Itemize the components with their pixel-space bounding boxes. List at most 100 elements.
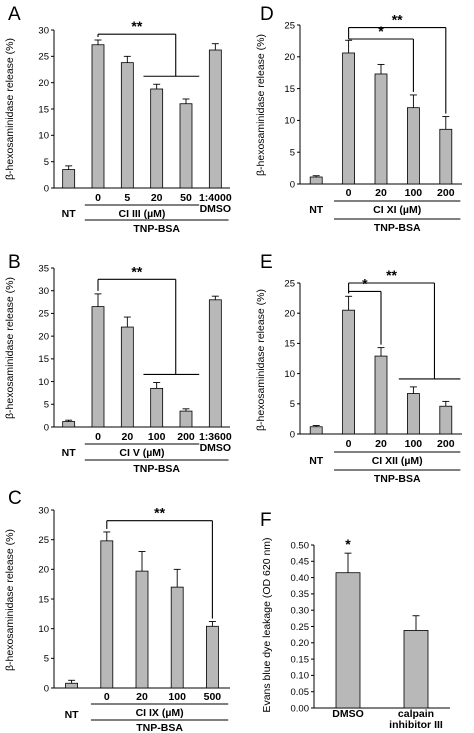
panel-d-ytick-label: 25 [284, 20, 295, 31]
panel-e-category-label: 20 [375, 438, 387, 450]
panel-e-bar-4 [439, 405, 453, 435]
panel-f-ytick-label: 0.35 [291, 589, 310, 600]
panel-b-category-label-line: 1:3600 [199, 431, 232, 443]
panel-c-category-label: 20 [136, 691, 148, 703]
panel-c-ytick-label: 10 [38, 624, 49, 635]
panel-b-ytick-label: 20 [38, 331, 49, 342]
panel-a-bar-1 [91, 44, 105, 189]
panel-a-bar-3 [150, 88, 164, 189]
panel-b-category-label-line: DMSO [200, 442, 232, 454]
panel-e-ytick-label: 20 [284, 309, 295, 320]
panel-d: D 0 5 10 15 20 25 β-hexosaminidase release (%) 0… [255, 4, 462, 234]
panel-a-ytick-label: 30 [38, 25, 49, 36]
panel-a-category-label: 50 [180, 192, 192, 204]
panel-b-ytick-label: 15 [38, 354, 49, 365]
panel-a-nt-label: NT [62, 208, 77, 220]
panel-d-category-label: 0 [346, 187, 352, 199]
panel-e-bar-2 [374, 355, 388, 435]
panel-c-ytick-label: 15 [38, 594, 49, 605]
panel-a-bar-5 [208, 49, 222, 189]
panel-a-ytick-label: 10 [38, 131, 49, 142]
panel-a-ytick-label: 20 [38, 78, 49, 89]
panel-f-ytick-label: 0.30 [291, 606, 310, 617]
panel-d-sig-label-1: * [378, 23, 384, 39]
panel-b-ytick-label: 35 [38, 263, 49, 274]
panel-d-bar-0 [309, 176, 323, 185]
panel-f-ytick-label: 0.20 [291, 638, 310, 649]
panel-c-ytick-label: 0 [44, 683, 49, 694]
panel-f-category-label: calpain inhibitor III [389, 708, 443, 731]
panel-f-bar-0 [335, 572, 361, 709]
panel-a-bar-2 [120, 62, 134, 189]
panel-c-category-label: 500 [204, 691, 222, 703]
panel-c-bar-1 [100, 540, 114, 689]
panel-d-inhibitor-label: CI XI (µM) [373, 204, 421, 216]
panel-c-inhibitor-label: CI IX (µM) [136, 707, 184, 719]
panel-e-inhibitor-label: CI XII (µM) [372, 455, 423, 467]
panel-c-nt-label: NT [65, 709, 80, 721]
panel-f-ytick-label: 0.15 [291, 654, 310, 665]
panel-b-ytick-label: 10 [38, 377, 49, 388]
panel-b-category-label: 1:3600 DMSO [199, 431, 232, 454]
panel-f-label: F [260, 510, 272, 531]
panel-d-nt-label: NT [309, 204, 324, 216]
panel-a: A 0 5 10 15 20 25 30 β-hexosaminidase release (%… [4, 4, 232, 235]
panel-e-bar-3 [406, 393, 420, 435]
panel-b-category-label: 200 [177, 431, 195, 443]
panel-c-sig-label-0: ** [154, 505, 165, 521]
panel-d-ytick-label: 0 [290, 179, 295, 190]
panel-c-stimulus-label: TNP-BSA [136, 722, 183, 733]
panel-a-stimulus-label: TNP-BSA [133, 223, 180, 235]
panel-b-nt-label: NT [62, 447, 77, 459]
panel-c-ylabel: β-hexosaminidase release (%) [4, 529, 16, 671]
panel-e-ytick-label: 10 [284, 369, 295, 380]
panel-d-category-label: 20 [375, 187, 387, 199]
panel-a-bar-4 [179, 103, 193, 189]
panel-f-ytick-label: 0.50 [291, 540, 310, 551]
panel-d-ytick-label: 5 [290, 148, 295, 159]
panel-b-sig-label-0: ** [131, 263, 142, 279]
panel-d-ytick-label: 15 [284, 84, 295, 95]
panel-f-ytick-label: 0.45 [291, 557, 310, 568]
panel-a-category-label-line: 1:4000 [199, 192, 232, 204]
panel-d-bar-1 [342, 52, 356, 185]
panel-b-bar-0 [62, 421, 76, 428]
panel-f-ytick-label: 0.10 [291, 671, 310, 682]
panel-f-bar-1 [403, 630, 429, 709]
panel-c-bar-4 [205, 625, 219, 689]
panel-a-category-label: 20 [151, 192, 163, 204]
panel-b-category-label: 20 [121, 431, 133, 443]
panel-a-ylabel: β-hexosaminidase release (%) [4, 38, 16, 180]
panel-f: F 0.00 0.05 0.10 0.15 0.20 0.25 0.30 0.35 0.40 0.4… [260, 510, 450, 731]
panel-f-ytick-label: 0.05 [291, 687, 310, 698]
panel-a-ytick-label: 25 [38, 52, 49, 63]
panel-a-category-label: 1:4000 DMSO [199, 192, 232, 215]
panel-d-ytick-label: 20 [284, 52, 295, 63]
panel-b-ylabel: β-hexosaminidase release (%) [4, 277, 16, 419]
panel-e-bar-0 [309, 426, 323, 435]
panel-c-category-label: 100 [168, 691, 186, 703]
panel-d-bar-3 [406, 107, 420, 185]
panel-e-category-label: 200 [437, 438, 455, 450]
panel-f-category-label: DMSO [332, 708, 364, 720]
panel-f-ytick-label: 0.00 [291, 703, 310, 714]
panel-b-label: B [8, 252, 21, 273]
panel-c-ytick-label: 25 [38, 535, 49, 546]
panel-a-ytick-label: 5 [44, 157, 49, 168]
panel-f-ytick-label: 0.25 [291, 622, 310, 633]
panel-e-bar-1 [342, 309, 356, 435]
panel-d-ytick-label: 10 [284, 116, 295, 127]
panel-a-bar-0 [62, 169, 76, 189]
panel-a-sig-label-0: ** [131, 18, 142, 34]
panel-f-ytick-label: 0.40 [291, 573, 310, 584]
panel-c-ytick-label: 30 [38, 505, 49, 516]
panel-a-label: A [8, 4, 21, 25]
panel-d-stimulus-label: TNP-BSA [374, 222, 421, 234]
panel-e-label: E [260, 252, 273, 273]
panel-e-category-label: 0 [346, 438, 352, 450]
panel-b-category-label: 100 [148, 431, 166, 443]
panel-a-ytick-label: 15 [38, 104, 49, 115]
panel-c-ytick-label: 20 [38, 565, 49, 576]
panel-a-category-label: 5 [124, 192, 130, 204]
